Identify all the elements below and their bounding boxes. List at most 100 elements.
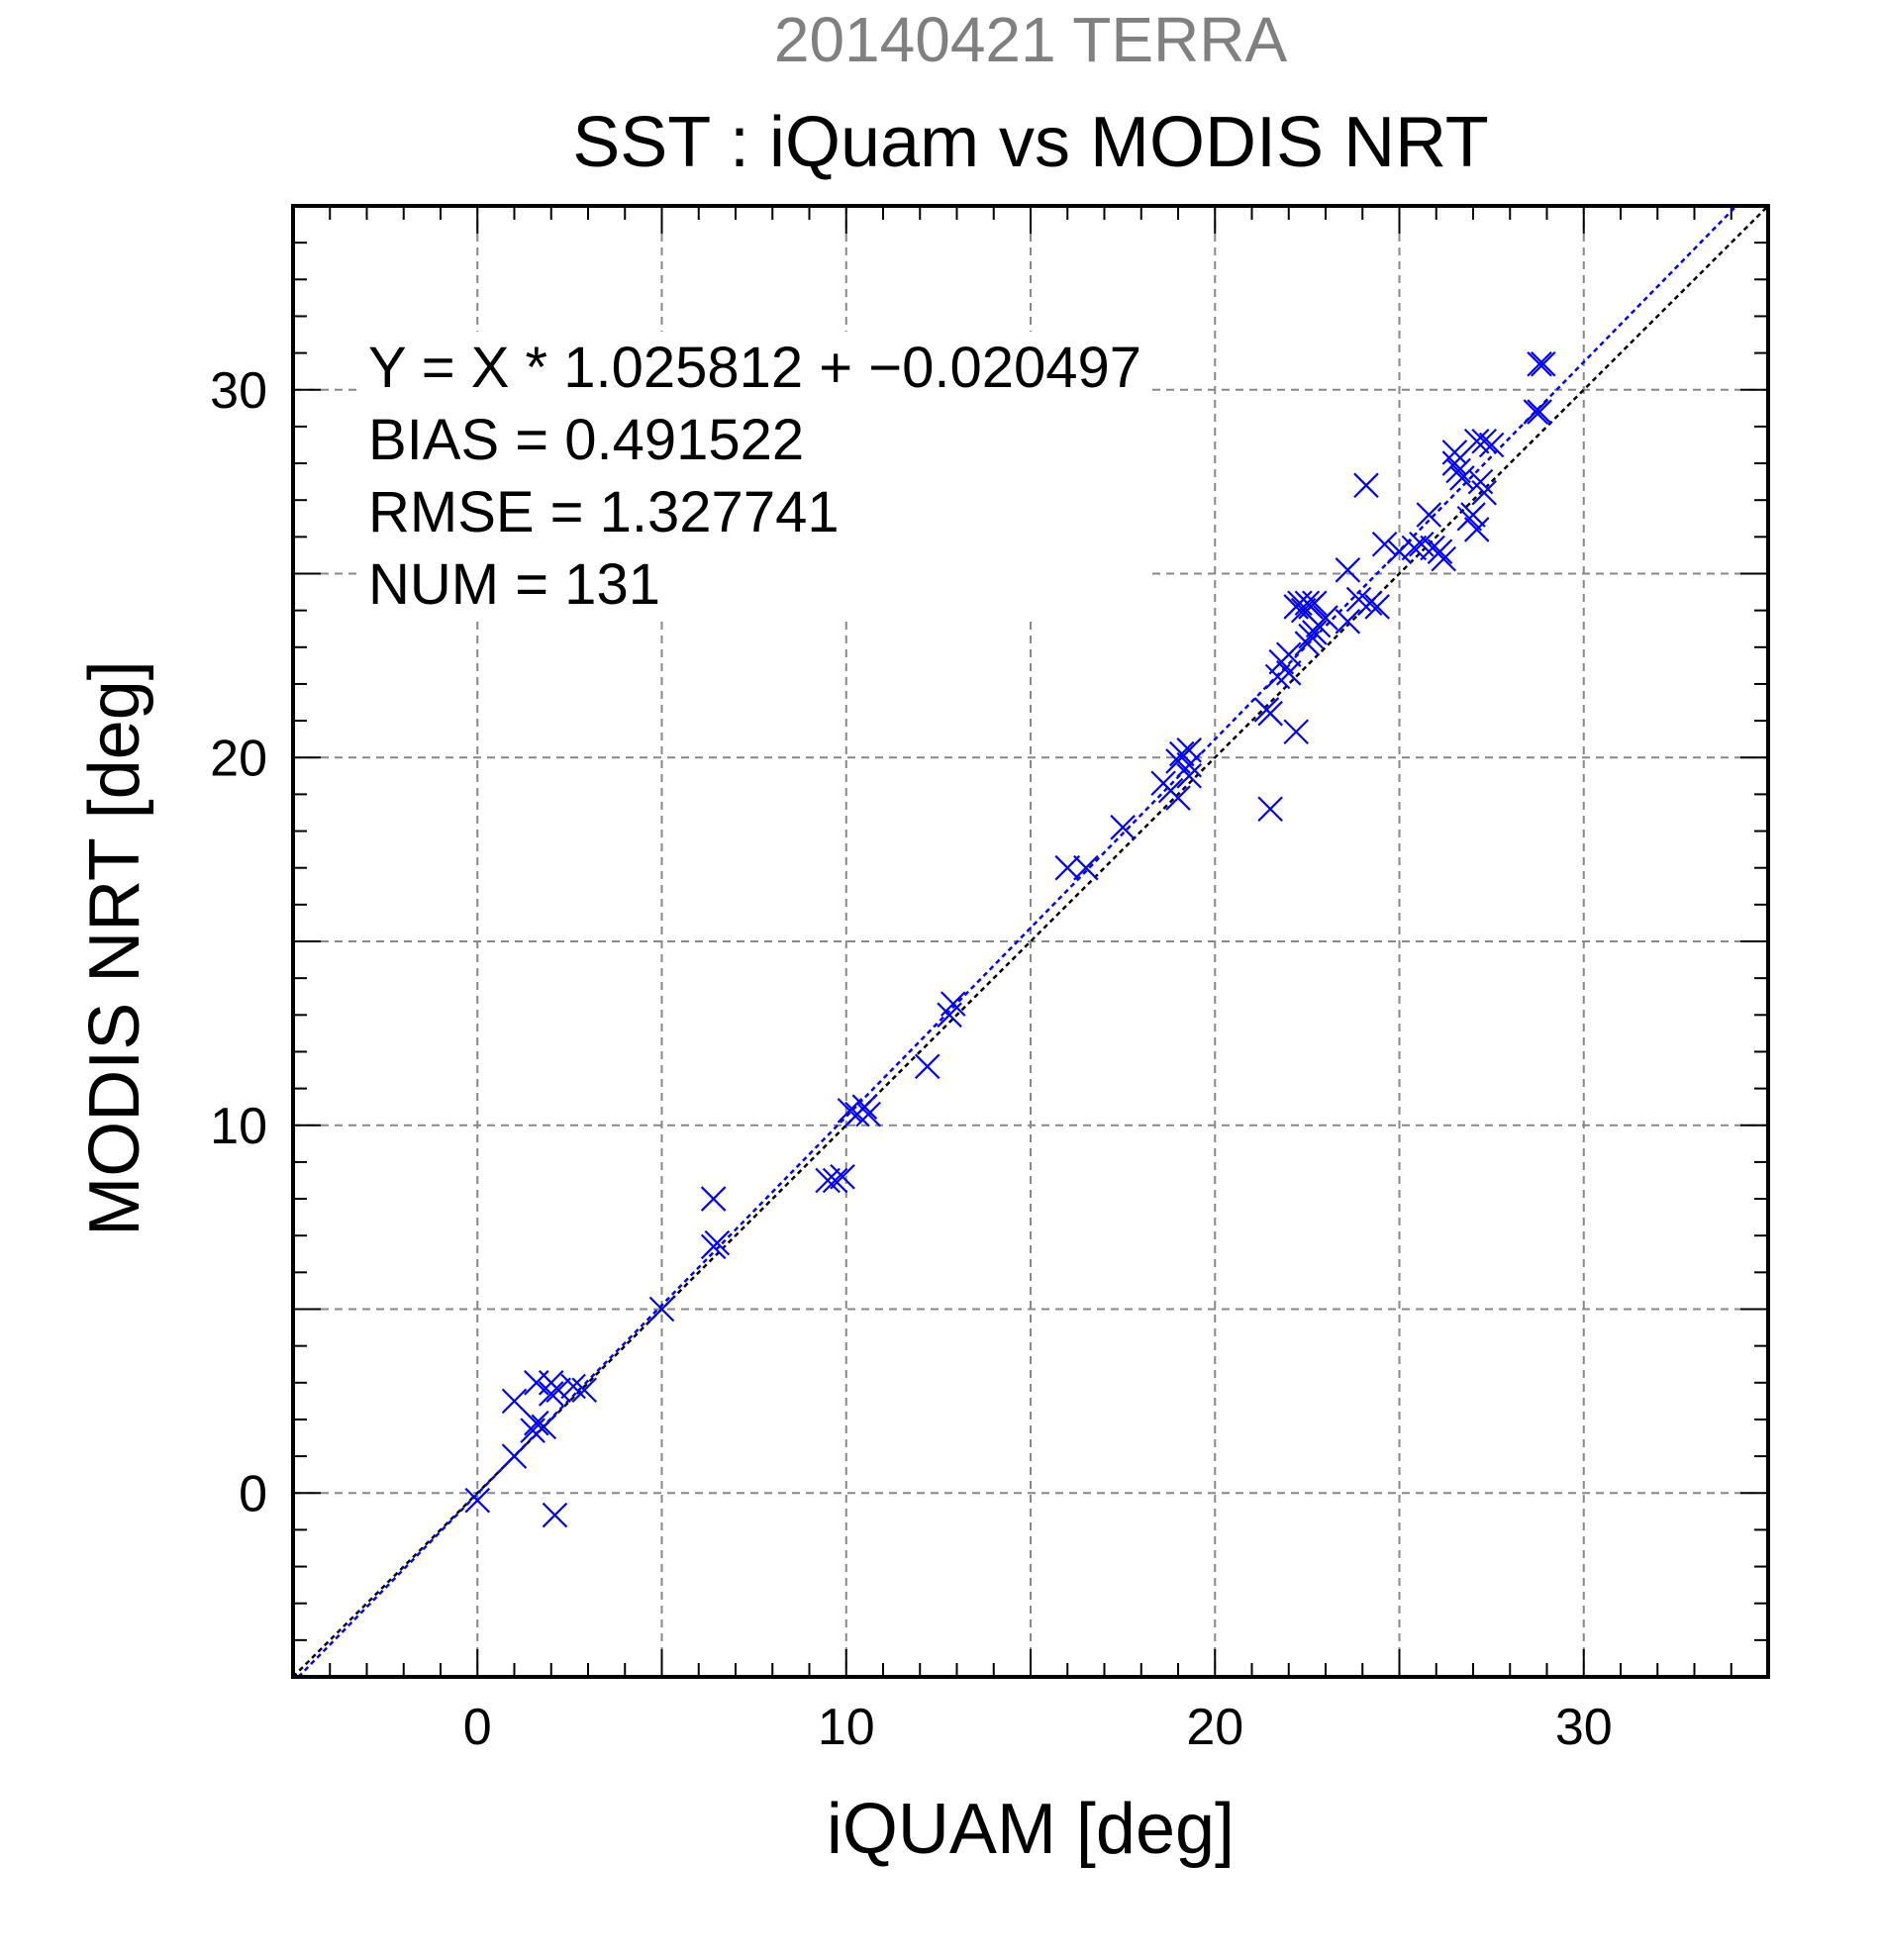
data-point-stroke xyxy=(1345,586,1372,613)
data-point xyxy=(1427,539,1453,564)
plot-frame xyxy=(291,204,1770,1679)
data-point-stroke xyxy=(538,1381,564,1407)
data-point xyxy=(1356,590,1383,616)
data-point xyxy=(1460,502,1486,528)
data-point xyxy=(1371,532,1398,557)
data-point xyxy=(1275,660,1302,686)
plot-content xyxy=(292,205,1769,1678)
data-point-stroke xyxy=(1335,609,1361,635)
data-point xyxy=(815,1167,841,1194)
stats-line: NUM = 131 xyxy=(368,552,660,617)
data-point-stroke xyxy=(1530,350,1556,377)
data-point-stroke xyxy=(545,1377,571,1404)
data-point-stroke xyxy=(542,1502,568,1528)
y-tick-label: 30 xyxy=(210,362,267,420)
data-point-stroke xyxy=(1275,641,1302,668)
tick-marks xyxy=(292,205,1769,1678)
data-point-stroke xyxy=(1527,350,1552,377)
data-point-stroke xyxy=(501,1388,528,1415)
fit-statistics: Y = X * 1.025812 + −0.020497 BIAS = 0.491… xyxy=(360,332,1150,621)
data-point xyxy=(1257,796,1283,823)
data-point xyxy=(1176,737,1202,763)
data-point xyxy=(1353,472,1379,499)
data-point xyxy=(1416,502,1442,528)
data-point xyxy=(1073,854,1099,881)
data-point-stroke xyxy=(855,1101,881,1127)
data-point-stroke xyxy=(1523,399,1549,425)
data-point-stroke xyxy=(1427,539,1453,564)
data-point xyxy=(524,1410,549,1436)
data-point-stroke xyxy=(1463,517,1490,542)
data-point-stroke xyxy=(1463,428,1490,454)
data-point xyxy=(822,1167,848,1194)
data-point xyxy=(855,1101,881,1127)
data-point xyxy=(1283,719,1309,745)
data-point-stroke xyxy=(501,1443,528,1469)
data-point-stroke xyxy=(1445,457,1471,484)
data-point xyxy=(830,1163,855,1190)
y-tick-label: 10 xyxy=(210,1098,267,1155)
data-points xyxy=(464,350,1556,1528)
y-tick-labels: 0 10 20 30 xyxy=(210,362,267,1523)
x-tick-label: 0 xyxy=(463,1699,492,1756)
data-point-stroke xyxy=(1364,594,1390,620)
data-point-stroke xyxy=(1168,740,1195,767)
data-point-stroke xyxy=(1401,535,1428,561)
data-point xyxy=(851,1094,878,1120)
data-point-stroke xyxy=(700,1186,727,1212)
data-point xyxy=(1527,399,1552,425)
data-point xyxy=(1530,350,1556,377)
data-point-stroke xyxy=(1257,700,1283,727)
data-point-stroke xyxy=(1110,815,1136,840)
stats-line: BIAS = 0.491522 xyxy=(368,408,804,472)
data-point-stroke xyxy=(1302,590,1328,616)
data-point xyxy=(1294,631,1321,656)
data-point xyxy=(700,1186,727,1212)
data-point xyxy=(1441,450,1468,476)
data-point-stroke xyxy=(1471,479,1497,506)
data-point-stroke xyxy=(560,1373,586,1400)
grid-lines xyxy=(293,206,1768,1677)
data-point-stroke xyxy=(1302,620,1328,645)
data-point-stroke xyxy=(1386,539,1413,564)
data-point-stroke xyxy=(1073,854,1099,881)
stats-line: Y = X * 1.025812 + −0.020497 xyxy=(368,336,1141,400)
data-point xyxy=(1523,399,1549,425)
stats-background xyxy=(360,332,1150,621)
data-point xyxy=(837,1098,863,1124)
data-point-stroke xyxy=(704,1229,731,1256)
data-point xyxy=(542,1502,568,1528)
data-point xyxy=(1527,350,1552,377)
data-point-stroke xyxy=(1275,660,1302,686)
data-point-stroke xyxy=(1353,472,1379,499)
data-point-stroke xyxy=(1176,763,1202,789)
data-point xyxy=(545,1377,571,1404)
data-point-stroke xyxy=(1416,502,1442,528)
data-point xyxy=(1335,557,1361,583)
data-point-stroke xyxy=(1467,468,1494,495)
data-point xyxy=(501,1388,528,1415)
data-point-stroke xyxy=(1335,557,1361,583)
data-point-stroke xyxy=(1431,545,1456,572)
data-point xyxy=(571,1377,598,1404)
data-point xyxy=(1463,428,1490,454)
data-point xyxy=(1441,440,1468,465)
data-point-stroke xyxy=(1313,605,1338,631)
data-point-stroke xyxy=(648,1296,675,1323)
data-point xyxy=(1275,641,1302,668)
data-point xyxy=(1401,535,1428,561)
stats-line: RMSE = 1.327741 xyxy=(368,480,840,544)
x-tick-label: 20 xyxy=(1186,1699,1243,1756)
data-point-stroke xyxy=(1471,428,1497,454)
data-point-stroke xyxy=(1294,631,1321,656)
data-point xyxy=(1478,432,1505,458)
x-axis-label: iQUAM [deg] xyxy=(827,1790,1235,1869)
data-point xyxy=(1176,751,1202,778)
data-point-stroke xyxy=(914,1053,940,1080)
data-point-stroke xyxy=(815,1167,841,1194)
data-point-stroke xyxy=(830,1163,855,1190)
data-point-stroke xyxy=(851,1094,878,1120)
data-point xyxy=(914,1053,940,1080)
data-point-stroke xyxy=(822,1167,848,1194)
